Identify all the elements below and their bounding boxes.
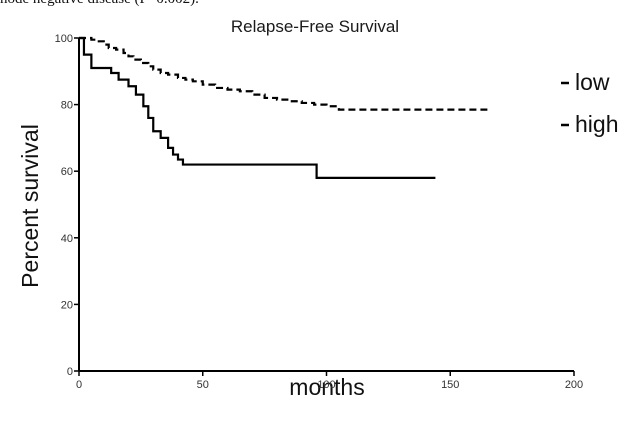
x-tick-label: 0 — [76, 379, 82, 391]
y-tick-label: 80 — [61, 100, 73, 112]
x-axis-title: months — [289, 374, 364, 400]
legend-label-high: high — [575, 111, 618, 137]
series-layer — [79, 36, 488, 179]
y-tick-label: 40 — [61, 233, 73, 245]
x-tick-label: 200 — [565, 379, 583, 391]
y-axis-title: Percent survival — [17, 124, 43, 288]
legend: low high — [561, 69, 618, 137]
axes: 0 20 40 60 80 100 0 50 100 150 200 — [55, 33, 584, 391]
y-tick-label: 100 — [55, 33, 73, 45]
chart-title: Relapse-Free Survival — [231, 17, 399, 36]
legend-label-low: low — [575, 69, 610, 95]
y-tick-label: 60 — [61, 166, 73, 178]
y-tick-label: 0 — [67, 366, 73, 378]
caption-fragment: node negative disease (P=0.002). — [0, 0, 635, 11]
y-tick-label: 20 — [61, 299, 73, 311]
series-line-low — [79, 36, 488, 111]
x-tick-label: 100 — [317, 379, 335, 391]
series-line-high — [79, 36, 436, 179]
x-tick-label: 50 — [197, 379, 209, 391]
x-tick-label: 150 — [441, 379, 459, 391]
